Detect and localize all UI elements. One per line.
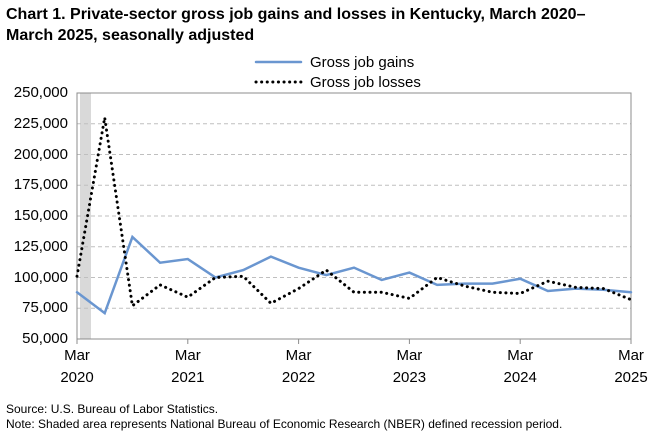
y-tick-label: 225,000: [13, 114, 68, 132]
y-tick-label: 100,000: [13, 268, 68, 286]
legend-label: Gross job gains: [310, 54, 414, 71]
y-tick-label: 200,000: [13, 145, 68, 163]
y-tick-label: 250,000: [13, 84, 68, 101]
y-tick-label: 125,000: [13, 237, 68, 255]
x-tick-label: Mar 2021: [171, 347, 205, 386]
plot-border: [76, 92, 632, 340]
x-tick-label: Mar 2020: [60, 347, 94, 386]
x-tick-label: Mar 2023: [392, 347, 427, 386]
data-line: [75, 117, 633, 309]
y-tick-label: 175,000: [13, 176, 68, 194]
x-tick-label: Mar 2025: [614, 347, 648, 386]
y-tick-label: 150,000: [13, 207, 68, 224]
legend-label: Gross job losses: [310, 74, 421, 91]
x-tick-label: Mar 2022: [281, 347, 316, 386]
y-tick-label: 50,000: [22, 330, 68, 347]
y-tick-label: 75,000: [22, 299, 68, 317]
data-line: [75, 234, 633, 316]
x-tick-label: Mar 2024: [503, 347, 537, 386]
source: Source: U.S. Bureau of Labor Statistics.: [6, 402, 219, 416]
note: Note: Shaded area represents National Bu…: [6, 417, 563, 431]
chart-title: Chart 1. Private-sector gross job gains …: [6, 6, 586, 44]
